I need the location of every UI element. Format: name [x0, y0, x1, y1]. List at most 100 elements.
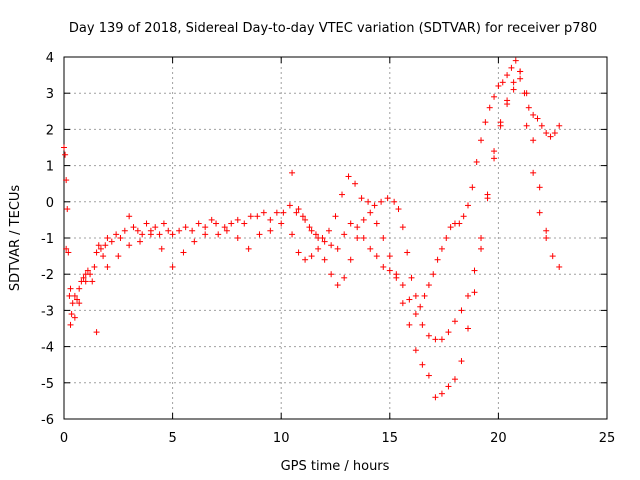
series-track-b: [63, 75, 563, 401]
data-point: [412, 347, 419, 354]
data-point: [367, 209, 374, 216]
data-point: [438, 336, 445, 343]
data-point: [121, 227, 128, 234]
data-point: [332, 213, 339, 220]
data-point: [176, 227, 183, 234]
series-track-c: [289, 68, 550, 343]
data-point: [152, 224, 159, 231]
x-tick-label: 15: [382, 431, 399, 446]
data-point: [93, 249, 100, 256]
data-point: [432, 394, 439, 401]
data-point: [95, 242, 102, 249]
data-point: [143, 220, 150, 227]
data-point: [399, 300, 406, 307]
data-point: [328, 271, 335, 278]
data-point: [543, 130, 550, 137]
data-point: [510, 79, 517, 86]
data-point: [445, 329, 452, 336]
data-point: [139, 231, 146, 238]
data-point: [108, 238, 115, 245]
data-point: [445, 383, 452, 390]
data-point: [115, 253, 122, 260]
data-point: [137, 238, 144, 245]
data-point: [228, 220, 235, 227]
data-point: [208, 216, 215, 223]
data-point: [76, 285, 83, 292]
data-point: [189, 227, 196, 234]
data-point: [517, 68, 524, 75]
data-point: [547, 133, 554, 140]
data-point: [408, 274, 415, 281]
x-tick-labels: 0 5 10 15 20 25: [60, 431, 615, 446]
data-point: [425, 372, 432, 379]
y-tick-label: -5: [41, 377, 54, 392]
data-point: [523, 122, 530, 129]
x-tick-label: 5: [168, 431, 176, 446]
data-point: [406, 296, 413, 303]
data-point: [425, 282, 432, 289]
y-tick-label: -6: [41, 413, 54, 428]
data-point: [267, 216, 274, 223]
data-point: [234, 235, 241, 241]
data-point: [486, 104, 493, 111]
data-point: [63, 177, 70, 184]
data-point: [443, 235, 450, 241]
data-point: [62, 151, 69, 158]
data-point: [458, 358, 465, 365]
data-point: [549, 253, 556, 260]
data-point: [308, 253, 315, 260]
data-point: [273, 209, 280, 216]
x-axis-label: GPS time / hours: [281, 459, 390, 474]
data-point: [302, 256, 309, 263]
x-tick-label: 10: [273, 431, 290, 446]
data-point: [82, 278, 89, 285]
data-point: [451, 318, 458, 325]
data-point: [87, 271, 94, 278]
data-point: [195, 220, 202, 227]
data-point: [247, 213, 254, 220]
data-point: [117, 235, 124, 241]
data-point: [267, 227, 274, 234]
data-point: [523, 90, 530, 97]
data-point: [241, 220, 248, 227]
data-point: [399, 282, 406, 289]
data-point: [341, 231, 348, 238]
data-point: [495, 82, 502, 89]
data-point: [65, 249, 72, 256]
data-point: [315, 245, 322, 252]
data-point: [551, 130, 558, 137]
data-point: [371, 202, 378, 209]
data-point: [223, 227, 230, 234]
data-point: [473, 158, 480, 165]
data-point: [293, 209, 300, 216]
data-point: [260, 209, 267, 216]
data-point: [91, 263, 98, 270]
data-point: [63, 245, 70, 252]
data-point: [299, 213, 306, 220]
data-point: [504, 97, 511, 104]
data-point: [312, 231, 319, 238]
y-tick-label: -3: [41, 304, 54, 319]
data-point: [158, 245, 165, 252]
data-point: [512, 57, 519, 64]
data-point: [425, 332, 432, 339]
data-point: [536, 209, 543, 216]
data-point: [213, 220, 220, 227]
data-point: [93, 329, 100, 336]
data-point: [215, 231, 222, 238]
data-point: [464, 292, 471, 299]
data-point: [504, 72, 511, 79]
data-point: [508, 64, 515, 71]
data-point: [134, 227, 141, 234]
data-point: [386, 253, 393, 260]
data-point: [438, 245, 445, 252]
data-point: [530, 111, 537, 118]
data-point: [347, 256, 354, 263]
data-point: [419, 321, 426, 328]
data-point: [202, 231, 209, 238]
y-tick-label: 4: [46, 51, 54, 66]
y-tick-label: 1: [46, 160, 54, 175]
data-point: [510, 86, 517, 93]
data-point: [482, 119, 489, 126]
chart-title: Day 139 of 2018, Sidereal Day-to-day VTE…: [69, 21, 597, 36]
